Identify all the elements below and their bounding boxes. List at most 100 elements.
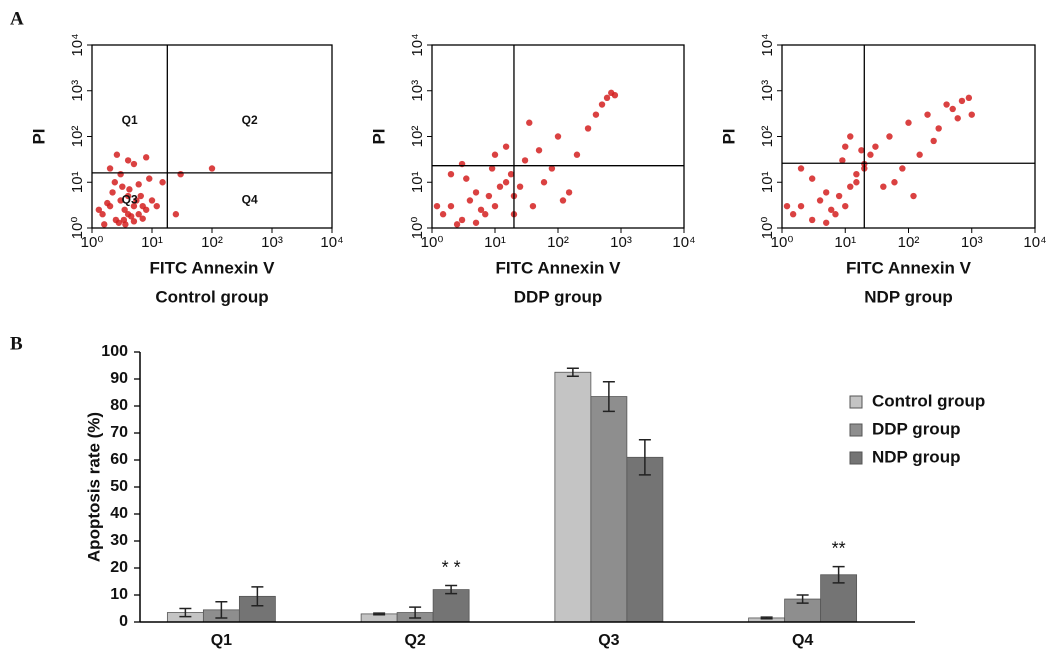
data-point (106, 165, 114, 172)
x-tick-label: 10⁰ (771, 234, 794, 251)
data-point (968, 111, 975, 118)
y-tick-label: 90 (110, 370, 128, 387)
data-point (95, 206, 103, 213)
data-point (124, 157, 132, 164)
error-bar (373, 612, 386, 616)
bar (626, 456, 664, 623)
data-point (867, 151, 874, 158)
data-point (109, 189, 116, 196)
panel-label: B (10, 333, 23, 354)
error-bar (796, 594, 809, 604)
data-point (823, 189, 830, 196)
significance-label: * * (442, 557, 461, 577)
data-point (117, 197, 124, 204)
error-bar (445, 584, 458, 595)
data-point (847, 133, 854, 140)
data-point (540, 179, 548, 186)
x-tick-label: 10⁴ (320, 234, 343, 251)
y-tick-label: 60 (110, 451, 128, 468)
data-point (808, 216, 816, 224)
x-tick-label: 10¹ (141, 234, 163, 251)
data-point (463, 175, 470, 182)
error-bar (760, 616, 773, 620)
bar (590, 396, 628, 623)
error-bar (215, 601, 228, 619)
data-point (104, 199, 111, 207)
x-tick-label: 10⁰ (81, 234, 104, 251)
chart-title: Control group (155, 287, 268, 306)
data-point (466, 197, 474, 204)
data-point (148, 197, 156, 204)
quadrant-label: Q4 (242, 193, 258, 207)
data-point (880, 183, 887, 190)
data-point (853, 179, 860, 186)
data-point (598, 101, 606, 108)
data-point (943, 101, 950, 108)
legend-swatch (849, 451, 863, 465)
data-point (559, 197, 567, 204)
x-tick-label: 10² (547, 234, 569, 251)
data-point (832, 211, 839, 218)
data-point (433, 202, 441, 210)
y-tick-label: 30 (110, 532, 128, 549)
y-tick-label: 70 (110, 424, 128, 441)
data-point (842, 143, 849, 150)
data-point (130, 160, 138, 168)
data-point (482, 211, 489, 218)
x-tick-label: Q2 (404, 632, 425, 649)
quadrant-label: Q3 (122, 193, 138, 207)
y-tick-label: 50 (110, 478, 128, 495)
data-point (111, 179, 119, 186)
data-point (816, 197, 824, 204)
data-point (529, 202, 537, 210)
data-point (507, 170, 515, 178)
data-point (146, 175, 153, 182)
y-tick-label: 10² (409, 126, 426, 148)
data-point (905, 119, 912, 126)
data-point (458, 216, 466, 224)
data-point (935, 125, 942, 132)
y-tick-label: 10³ (409, 80, 426, 102)
legend-swatch (849, 423, 863, 437)
significance-label: ** (832, 538, 846, 558)
data-point (496, 183, 504, 190)
data-point (472, 219, 480, 226)
bar (554, 371, 592, 623)
x-tick-label: 10¹ (834, 234, 856, 251)
data-point (101, 221, 108, 228)
quadrant-label: Q1 (122, 113, 138, 127)
data-point (115, 219, 123, 226)
data-point (472, 189, 480, 196)
data-point (172, 211, 180, 218)
data-point (858, 147, 865, 154)
data-point (153, 202, 160, 210)
x-tick-label: Q3 (598, 632, 619, 649)
data-point (126, 186, 133, 193)
data-point (797, 165, 805, 172)
data-point (477, 206, 485, 213)
data-point (177, 170, 184, 178)
y-tick-label: 80 (110, 397, 128, 414)
y-tick-label: 10¹ (759, 171, 776, 193)
x-tick-label: 10³ (261, 234, 283, 251)
y-tick-label: 40 (110, 505, 128, 522)
data-point (117, 170, 124, 178)
x-tick-label: 10³ (961, 234, 983, 251)
error-bar (832, 565, 845, 584)
x-tick-label: Q1 (211, 632, 232, 649)
data-point (521, 157, 529, 164)
data-point (835, 192, 843, 200)
y-tick-label: 0 (119, 613, 128, 630)
y-axis-label: PI (29, 128, 48, 144)
data-point (137, 192, 144, 200)
y-tick-label: 10⁰ (759, 217, 776, 240)
y-axis-label: PI (369, 128, 388, 144)
data-point (916, 151, 923, 158)
data-point (535, 147, 543, 154)
x-tick-label: 10⁴ (672, 234, 695, 251)
error-bar (251, 586, 264, 607)
x-tick-label: 10⁴ (1023, 234, 1046, 251)
y-tick-label: 10⁴ (409, 33, 426, 56)
data-point (113, 151, 121, 158)
